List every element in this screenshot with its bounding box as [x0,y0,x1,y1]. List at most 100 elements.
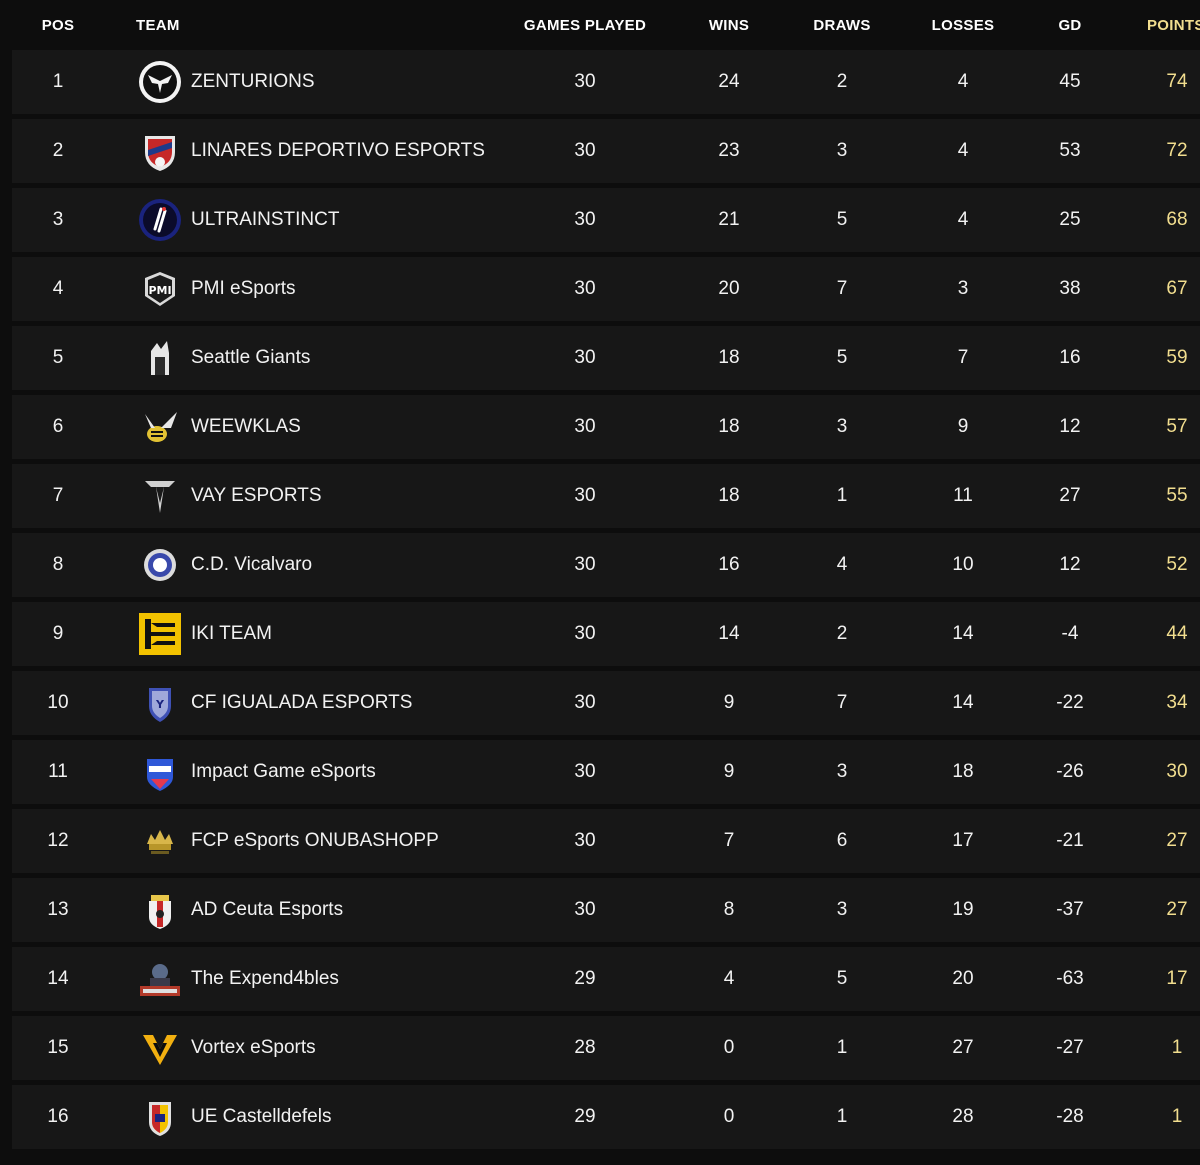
table-row[interactable]: 12 FCP eSports ONUBASHOPP 30 7 6 17 -21 27 [12,809,1200,873]
points-cell: 27 [1166,899,1188,920]
team-name: CF IGUALADA ESPORTS [191,692,413,713]
goal-difference-cell: -4 [1061,623,1079,644]
expend4bles-logo [137,956,183,1002]
draws-cell: 5 [836,347,848,368]
games-played-cell: 30 [574,554,596,575]
team-cell[interactable]: PMI eSports [137,257,296,321]
goal-difference-cell: 16 [1059,347,1081,368]
position-cell: 11 [48,761,68,782]
vortex-logo [137,1025,183,1071]
position-cell: 2 [52,140,64,161]
team-cell[interactable]: ULTRAINSTINCT [137,188,339,252]
games-played-cell: 30 [574,278,596,299]
losses-cell: 4 [957,140,969,161]
impact-logo [137,749,183,795]
wins-cell: 4 [723,968,735,989]
points-cell: 1 [1171,1106,1183,1127]
goal-difference-cell: 12 [1059,554,1081,575]
castelldefels-logo [137,1094,183,1140]
goal-difference-cell: 53 [1059,140,1081,161]
team-cell[interactable]: AD Ceuta Esports [137,878,343,942]
points-cell: 34 [1166,692,1188,713]
team-cell[interactable]: FCP eSports ONUBASHOPP [137,809,439,873]
losses-cell: 3 [957,278,969,299]
goal-difference-cell: 25 [1059,209,1081,230]
table-row[interactable]: 10 CF IGUALADA ESPORTS 30 9 7 14 -22 34 [12,671,1200,735]
points-cell: 44 [1166,623,1188,644]
team-cell[interactable]: The Expend4bles [137,947,339,1011]
team-cell[interactable]: CF IGUALADA ESPORTS [137,671,412,735]
team-cell[interactable]: ZENTURIONS [137,50,315,114]
games-played-cell: 30 [574,692,596,713]
games-played-cell: 30 [574,71,596,92]
wins-cell: 18 [718,485,740,506]
team-cell[interactable]: Seattle Giants [137,326,310,390]
games-played-cell: 30 [574,830,596,851]
points-cell: 72 [1166,140,1188,161]
table-row[interactable]: 16 UE Castelldefels 29 0 1 28 -28 1 [12,1085,1200,1149]
seattle-giants-logo [137,335,183,381]
games-played-cell: 30 [574,485,596,506]
goal-difference-cell: 45 [1059,71,1081,92]
team-cell[interactable]: Vortex eSports [137,1016,316,1080]
wins-cell: 18 [718,347,740,368]
table-row[interactable]: 6 WEEWKLAS 30 18 3 9 12 57 [12,395,1200,459]
team-cell[interactable]: C.D. Vicalvaro [137,533,312,597]
losses-cell: 10 [952,554,974,575]
position-cell: 12 [47,830,69,851]
table-row[interactable]: 14 The Expend4bles 29 4 5 20 -63 17 [12,947,1200,1011]
table-row[interactable]: 1 ZENTURIONS 30 24 2 4 45 74 [12,50,1200,114]
team-cell[interactable]: Impact Game eSports [137,740,376,804]
team-name: C.D. Vicalvaro [191,554,313,575]
games-played-cell: 30 [574,140,596,161]
draws-cell: 3 [836,416,848,437]
igualada-logo [137,680,183,726]
goal-difference-cell: -63 [1056,968,1084,989]
draws-cell: 7 [836,692,848,713]
team-cell[interactable]: WEEWKLAS [137,395,301,459]
table-row[interactable]: 5 Seattle Giants 30 18 5 7 16 59 [12,326,1200,390]
draws-cell: 5 [836,968,848,989]
losses-cell: 7 [957,347,969,368]
wins-cell: 9 [723,692,735,713]
losses-cell: 19 [952,899,974,920]
position-cell: 13 [47,899,69,920]
games-played-cell: 28 [574,1037,596,1058]
table-row[interactable]: 7 VAY ESPORTS 30 18 1 11 27 55 [12,464,1200,528]
wins-cell: 16 [718,554,740,575]
table-row[interactable]: 2 LINARES DEPORTIVO ESPORTS 30 23 3 4 53 72 [12,119,1200,183]
losses-cell: 17 [952,830,974,851]
team-cell[interactable]: IKI TEAM [137,602,272,666]
team-cell[interactable]: VAY ESPORTS [137,464,322,528]
wins-cell: 23 [718,140,740,161]
position-cell: 1 [52,71,64,92]
wins-cell: 8 [723,899,735,920]
goal-difference-cell: -22 [1056,692,1084,713]
team-cell[interactable]: LINARES DEPORTIVO ESPORTS [137,119,485,183]
wins-cell: 0 [723,1037,735,1058]
pmi-logo [137,266,183,312]
team-name: LINARES DEPORTIVO ESPORTS [191,140,485,161]
losses-cell: 18 [952,761,974,782]
points-cell: 55 [1166,485,1188,506]
table-row[interactable]: 11 Impact Game eSports 30 9 3 18 -26 30 [12,740,1200,804]
draws-cell: 5 [836,209,848,230]
draws-cell: 7 [836,278,848,299]
table-row[interactable]: 8 C.D. Vicalvaro 30 16 4 10 12 52 [12,533,1200,597]
team-cell[interactable]: UE Castelldefels [137,1085,331,1149]
wins-cell: 9 [723,761,735,782]
table-row[interactable]: 3 ULTRAINSTINCT 30 21 5 4 25 68 [12,188,1200,252]
games-played-cell: 29 [574,968,596,989]
vicalvaro-logo [137,542,183,588]
table-row[interactable]: 15 Vortex eSports 28 0 1 27 -27 1 [12,1016,1200,1080]
draws-cell: 2 [836,71,848,92]
draws-cell: 3 [836,140,848,161]
team-name: ULTRAINSTINCT [191,209,340,230]
goal-difference-cell: -27 [1056,1037,1084,1058]
draws-cell: 1 [836,1106,848,1127]
header-wins: WINS [708,17,750,34]
table-row[interactable]: 4 PMI eSports 30 20 7 3 38 67 [12,257,1200,321]
table-row[interactable]: 13 AD Ceuta Esports 30 8 3 19 -37 27 [12,878,1200,942]
table-row[interactable]: 9 IKI TEAM 30 14 2 14 -4 44 [12,602,1200,666]
position-cell: 5 [52,347,64,368]
